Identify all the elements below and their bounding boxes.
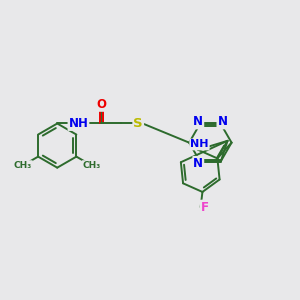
Text: CH₃: CH₃ xyxy=(82,161,101,170)
Text: NH: NH xyxy=(190,140,209,149)
Text: F: F xyxy=(201,201,209,214)
Text: N: N xyxy=(193,116,203,128)
Text: N: N xyxy=(193,157,203,170)
Text: CH₃: CH₃ xyxy=(14,161,32,170)
Text: S: S xyxy=(134,117,143,130)
Text: N: N xyxy=(218,116,227,128)
Text: O: O xyxy=(96,98,106,111)
Text: NH: NH xyxy=(68,117,88,130)
